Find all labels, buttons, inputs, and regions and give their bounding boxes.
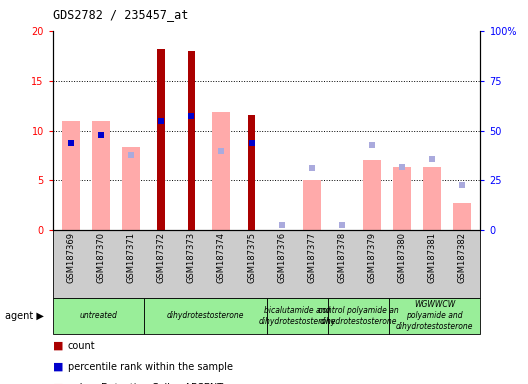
Text: count: count — [68, 341, 95, 351]
Text: agent ▶: agent ▶ — [5, 311, 44, 321]
Text: untreated: untreated — [80, 311, 118, 320]
Bar — [363, 159, 381, 230]
Text: percentile rank within the sample: percentile rank within the sample — [68, 362, 232, 372]
Bar — [122, 147, 140, 230]
Text: ■: ■ — [53, 362, 63, 372]
Text: control polyamide an
dihydrotestosterone: control polyamide an dihydrotestosterone — [318, 306, 399, 326]
Text: dihydrotestosterone: dihydrotestosterone — [167, 311, 244, 320]
Text: value, Detection Call = ABSENT: value, Detection Call = ABSENT — [68, 383, 223, 384]
Bar — [212, 112, 231, 230]
Bar — [423, 167, 441, 230]
Bar — [62, 121, 80, 230]
Bar — [92, 121, 110, 230]
Bar — [248, 114, 256, 230]
Bar — [393, 167, 411, 230]
Bar — [157, 49, 165, 230]
Bar — [187, 51, 195, 230]
Bar — [454, 204, 472, 230]
Text: GDS2782 / 235457_at: GDS2782 / 235457_at — [53, 8, 188, 21]
Text: ■: ■ — [53, 383, 63, 384]
Bar — [303, 180, 321, 230]
Text: bicalutamide and
dihydrotestosterone: bicalutamide and dihydrotestosterone — [258, 306, 336, 326]
Text: WGWWCW
polyamide and
dihydrotestosterone: WGWWCW polyamide and dihydrotestosterone — [396, 300, 474, 331]
Text: ■: ■ — [53, 341, 63, 351]
